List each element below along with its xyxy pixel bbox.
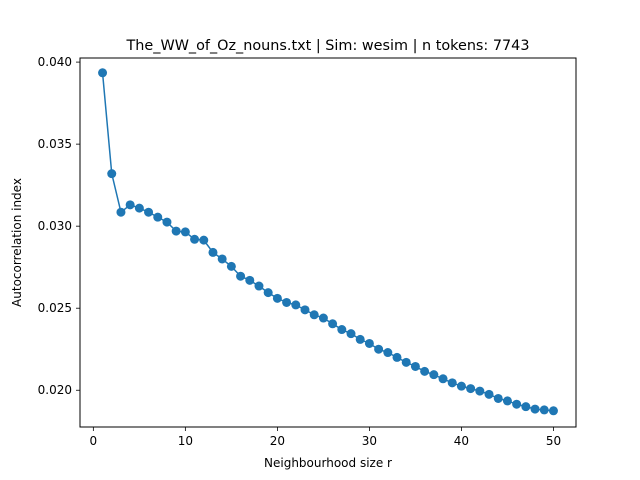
data-point: [98, 68, 108, 78]
data-point: [328, 319, 338, 329]
data-point: [456, 381, 466, 391]
data-point: [466, 384, 476, 394]
data-point: [383, 348, 393, 358]
data-point: [420, 366, 430, 376]
data-point: [272, 293, 282, 303]
data-point: [493, 393, 503, 403]
data-point: [502, 396, 512, 406]
x-tick-label: 40: [454, 434, 469, 448]
data-point: [282, 297, 292, 307]
data-point: [236, 271, 246, 281]
plot-area: [98, 68, 558, 416]
data-point: [429, 370, 439, 380]
data-point: [337, 325, 347, 335]
data-point: [125, 200, 135, 210]
data-point: [263, 288, 273, 298]
data-point: [107, 169, 117, 179]
axes: 0 10 20 30 40 50 0.020 0.025 0.030 0.035 0.040: [38, 55, 561, 448]
data-point: [171, 226, 181, 236]
data-point: [199, 235, 209, 245]
x-tick-label: 0: [90, 434, 98, 448]
data-point: [180, 227, 190, 237]
data-point: [355, 334, 365, 344]
data-point: [392, 352, 402, 362]
data-point: [162, 217, 172, 227]
data-point: [512, 399, 522, 409]
x-tick-label: 10: [178, 434, 193, 448]
plot-frame: [79, 57, 577, 428]
data-point: [309, 310, 319, 320]
data-point: [438, 374, 448, 384]
data-point: [364, 338, 374, 348]
data-point: [401, 357, 411, 367]
x-tick-label: 20: [270, 434, 285, 448]
y-tick-label: 0.020: [38, 383, 72, 397]
data-point: [539, 405, 549, 415]
x-tick-label: 30: [362, 434, 377, 448]
x-axis-label: Neighbourhood size r: [264, 456, 392, 470]
data-point: [245, 275, 255, 285]
y-tick-label: 0.040: [38, 55, 72, 69]
data-point: [447, 378, 457, 388]
data-point: [291, 300, 301, 310]
data-point: [144, 207, 154, 217]
data-point: [374, 344, 384, 354]
data-point: [254, 281, 264, 291]
data-point: [300, 305, 310, 315]
data-point: [346, 329, 356, 339]
data-point: [318, 313, 328, 323]
data-point: [530, 404, 540, 414]
y-tick-label: 0.035: [38, 137, 72, 151]
data-point: [548, 406, 558, 416]
x-tick-label: 50: [546, 434, 561, 448]
data-point: [190, 234, 200, 244]
y-tick-label: 0.025: [38, 301, 72, 315]
data-point: [217, 254, 227, 264]
data-point: [484, 389, 494, 399]
chart-title: The_WW_of_Oz_nouns.txt | Sim: wesim | n …: [126, 38, 530, 54]
y-axis-label: Autocorrelation index: [10, 178, 24, 307]
data-point: [521, 402, 531, 412]
data-point: [226, 261, 236, 271]
data-point: [410, 361, 420, 371]
data-point: [475, 386, 485, 396]
data-point: [134, 203, 144, 213]
data-point: [153, 212, 163, 222]
data-point: [116, 207, 126, 217]
y-tick-label: 0.030: [38, 219, 72, 233]
data-point: [208, 247, 218, 257]
